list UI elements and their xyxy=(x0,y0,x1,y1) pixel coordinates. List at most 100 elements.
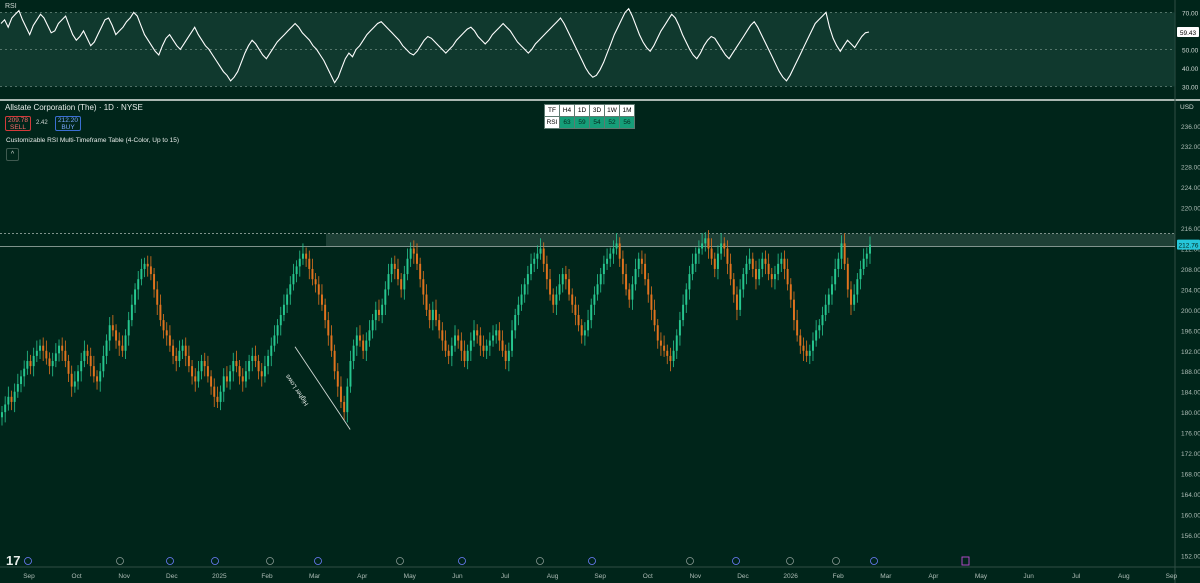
buy-label: BUY xyxy=(61,124,75,131)
candle-body xyxy=(821,314,824,326)
candle-body xyxy=(61,345,64,351)
candle-body xyxy=(431,309,434,321)
rsi-tick-label: 50.00 xyxy=(1182,47,1199,54)
candle-body xyxy=(666,350,669,356)
dividend-marker-icon[interactable] xyxy=(314,557,322,565)
candle-body xyxy=(837,258,840,269)
candle-body xyxy=(511,330,514,351)
symbol-title[interactable]: Allstate Corporation (The) · 1D · NYSE xyxy=(5,103,143,112)
candle-body xyxy=(165,330,168,336)
dividend-marker-icon[interactable] xyxy=(211,557,219,565)
mtf-header-cell: 1D xyxy=(574,104,590,117)
candle-body xyxy=(564,274,567,280)
dividend-marker-icon[interactable] xyxy=(870,557,878,565)
candle-body xyxy=(121,345,124,351)
candle-body xyxy=(23,368,26,377)
resistance-zone[interactable] xyxy=(326,233,1175,247)
candle-body xyxy=(54,353,57,362)
candle-body xyxy=(824,304,827,315)
candle-body xyxy=(70,373,73,387)
candle-body xyxy=(111,325,114,331)
candle-body xyxy=(856,279,859,295)
candle-body xyxy=(92,366,95,377)
candle-body xyxy=(422,279,425,295)
candle-body xyxy=(308,258,311,269)
candle-body xyxy=(723,243,726,249)
rsi-pane-label[interactable]: RSI xyxy=(5,3,17,10)
dividend-marker-icon[interactable] xyxy=(24,557,32,565)
dividend-marker-icon[interactable] xyxy=(732,557,740,565)
sell-button[interactable]: 209.78 SELL xyxy=(5,116,31,131)
candle-body xyxy=(172,345,175,356)
candle-body xyxy=(210,376,213,387)
candle-body xyxy=(397,268,399,280)
dividend-marker-icon[interactable] xyxy=(588,557,596,565)
candle-body xyxy=(536,253,539,259)
candle-body xyxy=(568,279,571,295)
candle-body xyxy=(384,289,387,305)
candle-body xyxy=(206,366,209,377)
time-tick-label: Jun xyxy=(452,573,463,580)
candle-body xyxy=(102,355,105,372)
price-tick-label: 152.00 xyxy=(1181,553,1200,560)
buy-button[interactable]: 212.20 BUY xyxy=(55,116,81,131)
candle-body xyxy=(225,376,228,382)
candle-body xyxy=(767,263,770,275)
time-tick-label: 2026 xyxy=(783,573,798,580)
earnings-marker-icon[interactable] xyxy=(686,557,694,565)
upcoming-earnings-icon[interactable] xyxy=(961,556,970,566)
candle-body xyxy=(244,371,247,382)
earnings-marker-icon[interactable] xyxy=(536,557,544,565)
candle-body xyxy=(609,253,612,259)
price-tick-label: 176.00 xyxy=(1181,431,1200,438)
candle-body xyxy=(596,284,599,295)
candle-body xyxy=(83,350,86,362)
candle-body xyxy=(469,340,472,351)
earnings-marker-icon[interactable] xyxy=(396,557,404,565)
candle-body xyxy=(305,253,308,259)
price-tick-label: 216.00 xyxy=(1181,226,1200,233)
candle-body xyxy=(485,345,488,351)
candle-body xyxy=(745,263,748,275)
earnings-marker-icon[interactable] xyxy=(266,557,274,565)
candle-body xyxy=(406,258,409,275)
candle-body xyxy=(26,361,29,369)
dividend-marker-icon[interactable] xyxy=(458,557,466,565)
price-tick-label: 200.00 xyxy=(1181,308,1200,315)
candle-body xyxy=(701,243,704,249)
collapse-chevron-icon[interactable]: ^ xyxy=(6,148,19,161)
time-tick-label: Aug xyxy=(547,573,559,580)
candle-body xyxy=(865,253,868,259)
candle-body xyxy=(276,325,279,336)
candle-body xyxy=(805,350,808,356)
candle-body xyxy=(289,284,292,295)
indicator-title[interactable]: Customizable RSI Multi-Timeframe Table (… xyxy=(6,137,180,144)
candle-body xyxy=(520,294,523,305)
candle-body xyxy=(473,330,475,341)
candle-body xyxy=(368,330,371,341)
candle-body xyxy=(495,330,498,336)
candle-body xyxy=(558,284,561,295)
dividend-marker-icon[interactable] xyxy=(166,557,174,565)
mtf-value-cell: 59 xyxy=(574,116,590,129)
price-tick-label: 168.00 xyxy=(1181,472,1200,479)
candle-body xyxy=(393,263,396,269)
candle-body xyxy=(444,340,447,351)
time-tick-label: Aug xyxy=(1118,573,1130,580)
candle-body xyxy=(501,340,504,351)
candle-body xyxy=(853,294,856,305)
higher-lows-trendline[interactable] xyxy=(294,346,351,430)
candle-body xyxy=(298,258,301,267)
earnings-marker-icon[interactable] xyxy=(786,557,794,565)
candle-body xyxy=(640,258,643,264)
price-tick-label: 212.00 xyxy=(1181,247,1200,254)
candle-body xyxy=(590,304,593,321)
pane-separator[interactable] xyxy=(0,99,1200,101)
candle-body xyxy=(229,371,232,382)
mtf-header-cell: 1M xyxy=(619,104,635,117)
earnings-marker-icon[interactable] xyxy=(116,557,124,565)
earnings-marker-icon[interactable] xyxy=(832,557,840,565)
candle-body xyxy=(320,294,323,305)
candle-body xyxy=(194,376,197,382)
